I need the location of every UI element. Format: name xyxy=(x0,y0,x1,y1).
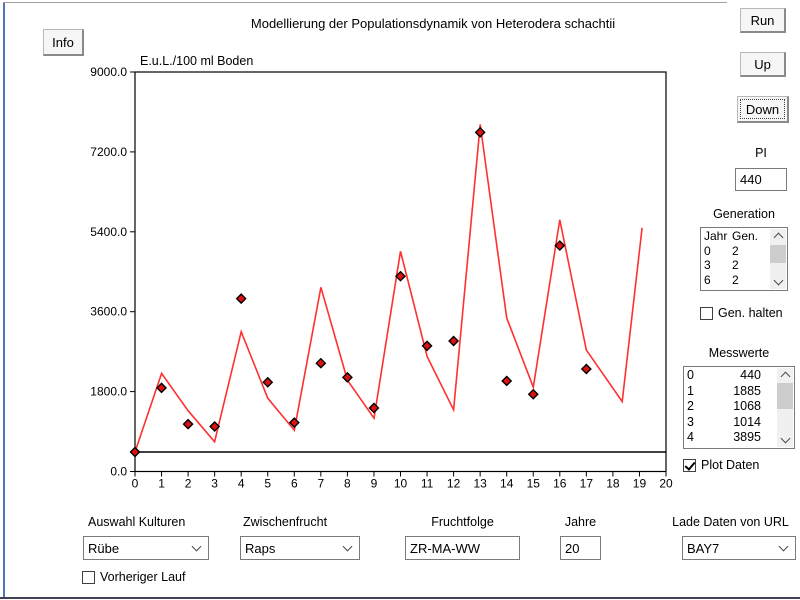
scroll-down-icon[interactable] xyxy=(777,433,793,447)
plot-daten-label: Plot Daten xyxy=(701,458,760,472)
svg-text:1: 1 xyxy=(158,477,165,491)
fruchtfolge-input[interactable] xyxy=(405,536,520,560)
population-chart: E.u.L./100 ml Boden 0.0 1800.0 3600.0 5400.0… xyxy=(55,48,695,493)
svg-text:3600.0: 3600.0 xyxy=(90,305,127,319)
plot-daten-checkbox-row[interactable]: Plot Daten xyxy=(683,458,759,472)
jahre-input[interactable] xyxy=(560,536,601,560)
url-combobox[interactable]: BAY7 xyxy=(682,536,796,560)
vorheriger-lauf-checkbox[interactable] xyxy=(82,570,95,584)
scroll-up-icon[interactable] xyxy=(770,229,786,243)
svg-text:10: 10 xyxy=(394,477,408,491)
zwischenfrucht-combobox[interactable]: Raps xyxy=(240,536,360,560)
svg-text:4: 4 xyxy=(238,477,245,491)
jahre-label: Jahre xyxy=(564,515,597,529)
svg-text:3: 3 xyxy=(211,477,218,491)
svg-text:2: 2 xyxy=(185,477,192,491)
svg-text:9: 9 xyxy=(371,477,378,491)
generation-rows: Jahr Gen. 0 2 3 2 6 2 xyxy=(701,229,770,289)
generation-scrollbar[interactable] xyxy=(770,229,786,289)
url-value: BAY7 xyxy=(687,540,720,556)
svg-text:18: 18 xyxy=(606,477,620,491)
vorheriger-lauf-label: Vorheriger Lauf xyxy=(100,570,186,584)
svg-text:19: 19 xyxy=(633,477,647,491)
svg-text:1800.0: 1800.0 xyxy=(90,385,127,399)
list-item[interactable]: 4 3895 xyxy=(687,430,761,445)
svg-text:9000.0: 9000.0 xyxy=(90,65,127,79)
pi-input[interactable] xyxy=(735,168,787,191)
up-button[interactable]: Up xyxy=(740,52,786,77)
info-button[interactable]: Info xyxy=(43,29,84,56)
pi-label: PI xyxy=(755,146,767,160)
messwerte-label: Messwerte xyxy=(708,346,770,360)
svg-text:0.0: 0.0 xyxy=(110,465,127,479)
svg-text:6: 6 xyxy=(291,477,298,491)
window-left-edge xyxy=(3,2,5,598)
window-top-edge xyxy=(3,2,727,3)
gen-halten-checkbox-row[interactable]: Gen. halten xyxy=(700,306,783,320)
messwerte-rows: 0 440 1 1885 2 1068 3 1014 4 3895 xyxy=(684,368,777,447)
vorheriger-lauf-checkbox-row[interactable]: Vorheriger Lauf xyxy=(82,570,185,584)
list-item[interactable]: Jahr Gen. xyxy=(704,229,759,243)
svg-text:11: 11 xyxy=(421,477,434,491)
chevron-down-icon xyxy=(191,541,202,552)
svg-text:5400.0: 5400.0 xyxy=(90,225,127,239)
plot-daten-checkbox[interactable] xyxy=(683,458,696,472)
svg-text:17: 17 xyxy=(580,477,594,491)
list-item[interactable]: 2 1068 xyxy=(687,399,761,414)
url-label: Lade Daten von URL xyxy=(672,515,789,529)
list-item[interactable]: 0 440 xyxy=(687,368,761,382)
zwischenfrucht-value: Raps xyxy=(245,540,276,556)
gen-halten-checkbox[interactable] xyxy=(700,306,713,320)
messwerte-listbox[interactable]: 0 440 1 1885 2 1068 3 1014 4 3895 xyxy=(683,366,795,449)
svg-text:7200.0: 7200.0 xyxy=(90,145,127,159)
down-button[interactable]: Down xyxy=(737,96,789,123)
fruchtfolge-label: Fruchtfolge xyxy=(431,515,494,529)
svg-text:8: 8 xyxy=(344,477,351,491)
svg-text:12: 12 xyxy=(447,477,461,491)
svg-text:16: 16 xyxy=(553,477,567,491)
generation-label: Generation xyxy=(713,207,775,221)
kulturen-label: Auswahl Kulturen xyxy=(88,515,186,529)
svg-text:0: 0 xyxy=(132,477,139,491)
svg-text:E.u.L./100 ml Boden: E.u.L./100 ml Boden xyxy=(140,54,253,68)
generation-listbox[interactable]: Jahr Gen. 0 2 3 2 6 2 xyxy=(700,227,788,291)
scrollbar-thumb[interactable] xyxy=(777,383,793,409)
window-bottom-edge xyxy=(0,597,800,599)
list-item[interactable]: 1 1885 xyxy=(687,383,761,398)
svg-text:7: 7 xyxy=(318,477,325,491)
kulturen-value: Rübe xyxy=(88,540,120,556)
kulturen-combobox[interactable]: Rübe xyxy=(83,536,209,560)
svg-text:13: 13 xyxy=(473,477,487,491)
scroll-down-icon[interactable] xyxy=(770,275,786,289)
svg-text:14: 14 xyxy=(500,477,514,491)
messwerte-scrollbar[interactable] xyxy=(777,368,793,447)
chevron-down-icon xyxy=(342,541,353,552)
chevron-down-icon xyxy=(778,541,789,552)
zwischenfrucht-label: Zwischenfrucht xyxy=(243,515,328,529)
svg-text:20: 20 xyxy=(659,477,673,491)
svg-text:5: 5 xyxy=(264,477,271,491)
svg-text:15: 15 xyxy=(527,477,541,491)
list-item[interactable]: 3 1014 xyxy=(687,414,761,429)
page-title: Modellierung der Populationsdynamik von … xyxy=(250,16,616,31)
gen-halten-label: Gen. halten xyxy=(718,306,783,320)
scrollbar-thumb[interactable] xyxy=(770,245,786,263)
scroll-up-icon[interactable] xyxy=(777,368,793,382)
run-button[interactable]: Run xyxy=(740,8,786,33)
